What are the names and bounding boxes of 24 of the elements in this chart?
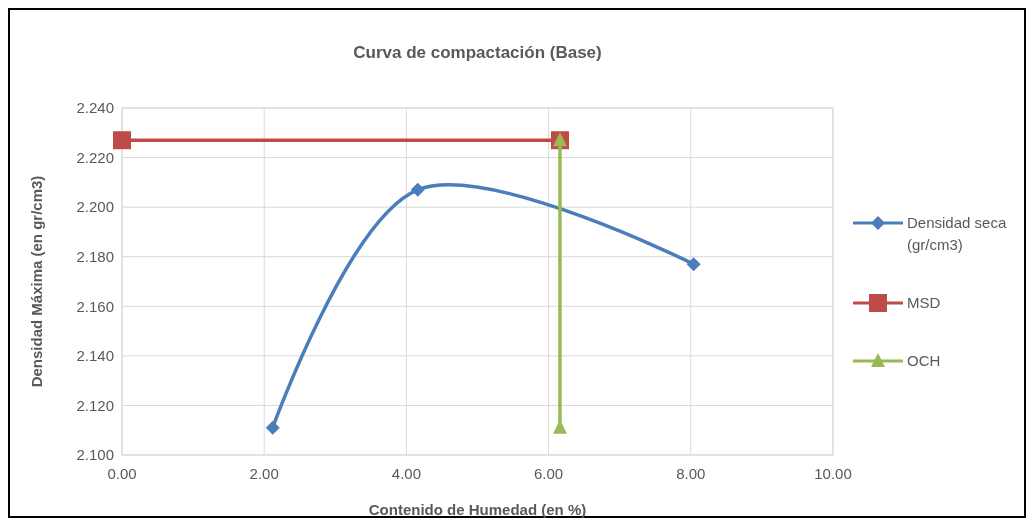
legend-label: Densidad seca (gr/cm3) (907, 214, 1007, 254)
chart-title: Curva de compactación (Base) (353, 43, 602, 62)
point (410, 182, 425, 197)
x-tick-label: 6.00 (534, 465, 564, 482)
x-axis-title: Contenido de Humedad (en %) (368, 501, 587, 518)
y-tick-label: 2.100 (76, 446, 114, 464)
y-axis-title: Densidad Máxima (en gr/cm3) (28, 175, 45, 388)
point (686, 257, 701, 272)
y-tick-label: 2.220 (76, 148, 114, 166)
y-tick-label: 2.200 (76, 198, 114, 216)
y-tick-label: 2.120 (76, 396, 114, 414)
legend-label: OCH (907, 352, 941, 370)
y-tick-label: 2.180 (76, 247, 114, 265)
legend-label: MSD (907, 294, 941, 312)
y-tick-label: 2.140 (76, 347, 114, 365)
y-tick-label: 2.160 (76, 297, 114, 315)
point (113, 131, 131, 150)
y-tick-label: 2.240 (76, 99, 114, 117)
x-tick-label: 4.00 (391, 465, 421, 482)
x-tick-label: 10.00 (814, 465, 852, 482)
x-tick-label: 8.00 (676, 465, 706, 482)
x-tick-label: 2.00 (249, 465, 279, 482)
point (265, 420, 280, 435)
x-tick-label: 0.00 (107, 465, 137, 482)
